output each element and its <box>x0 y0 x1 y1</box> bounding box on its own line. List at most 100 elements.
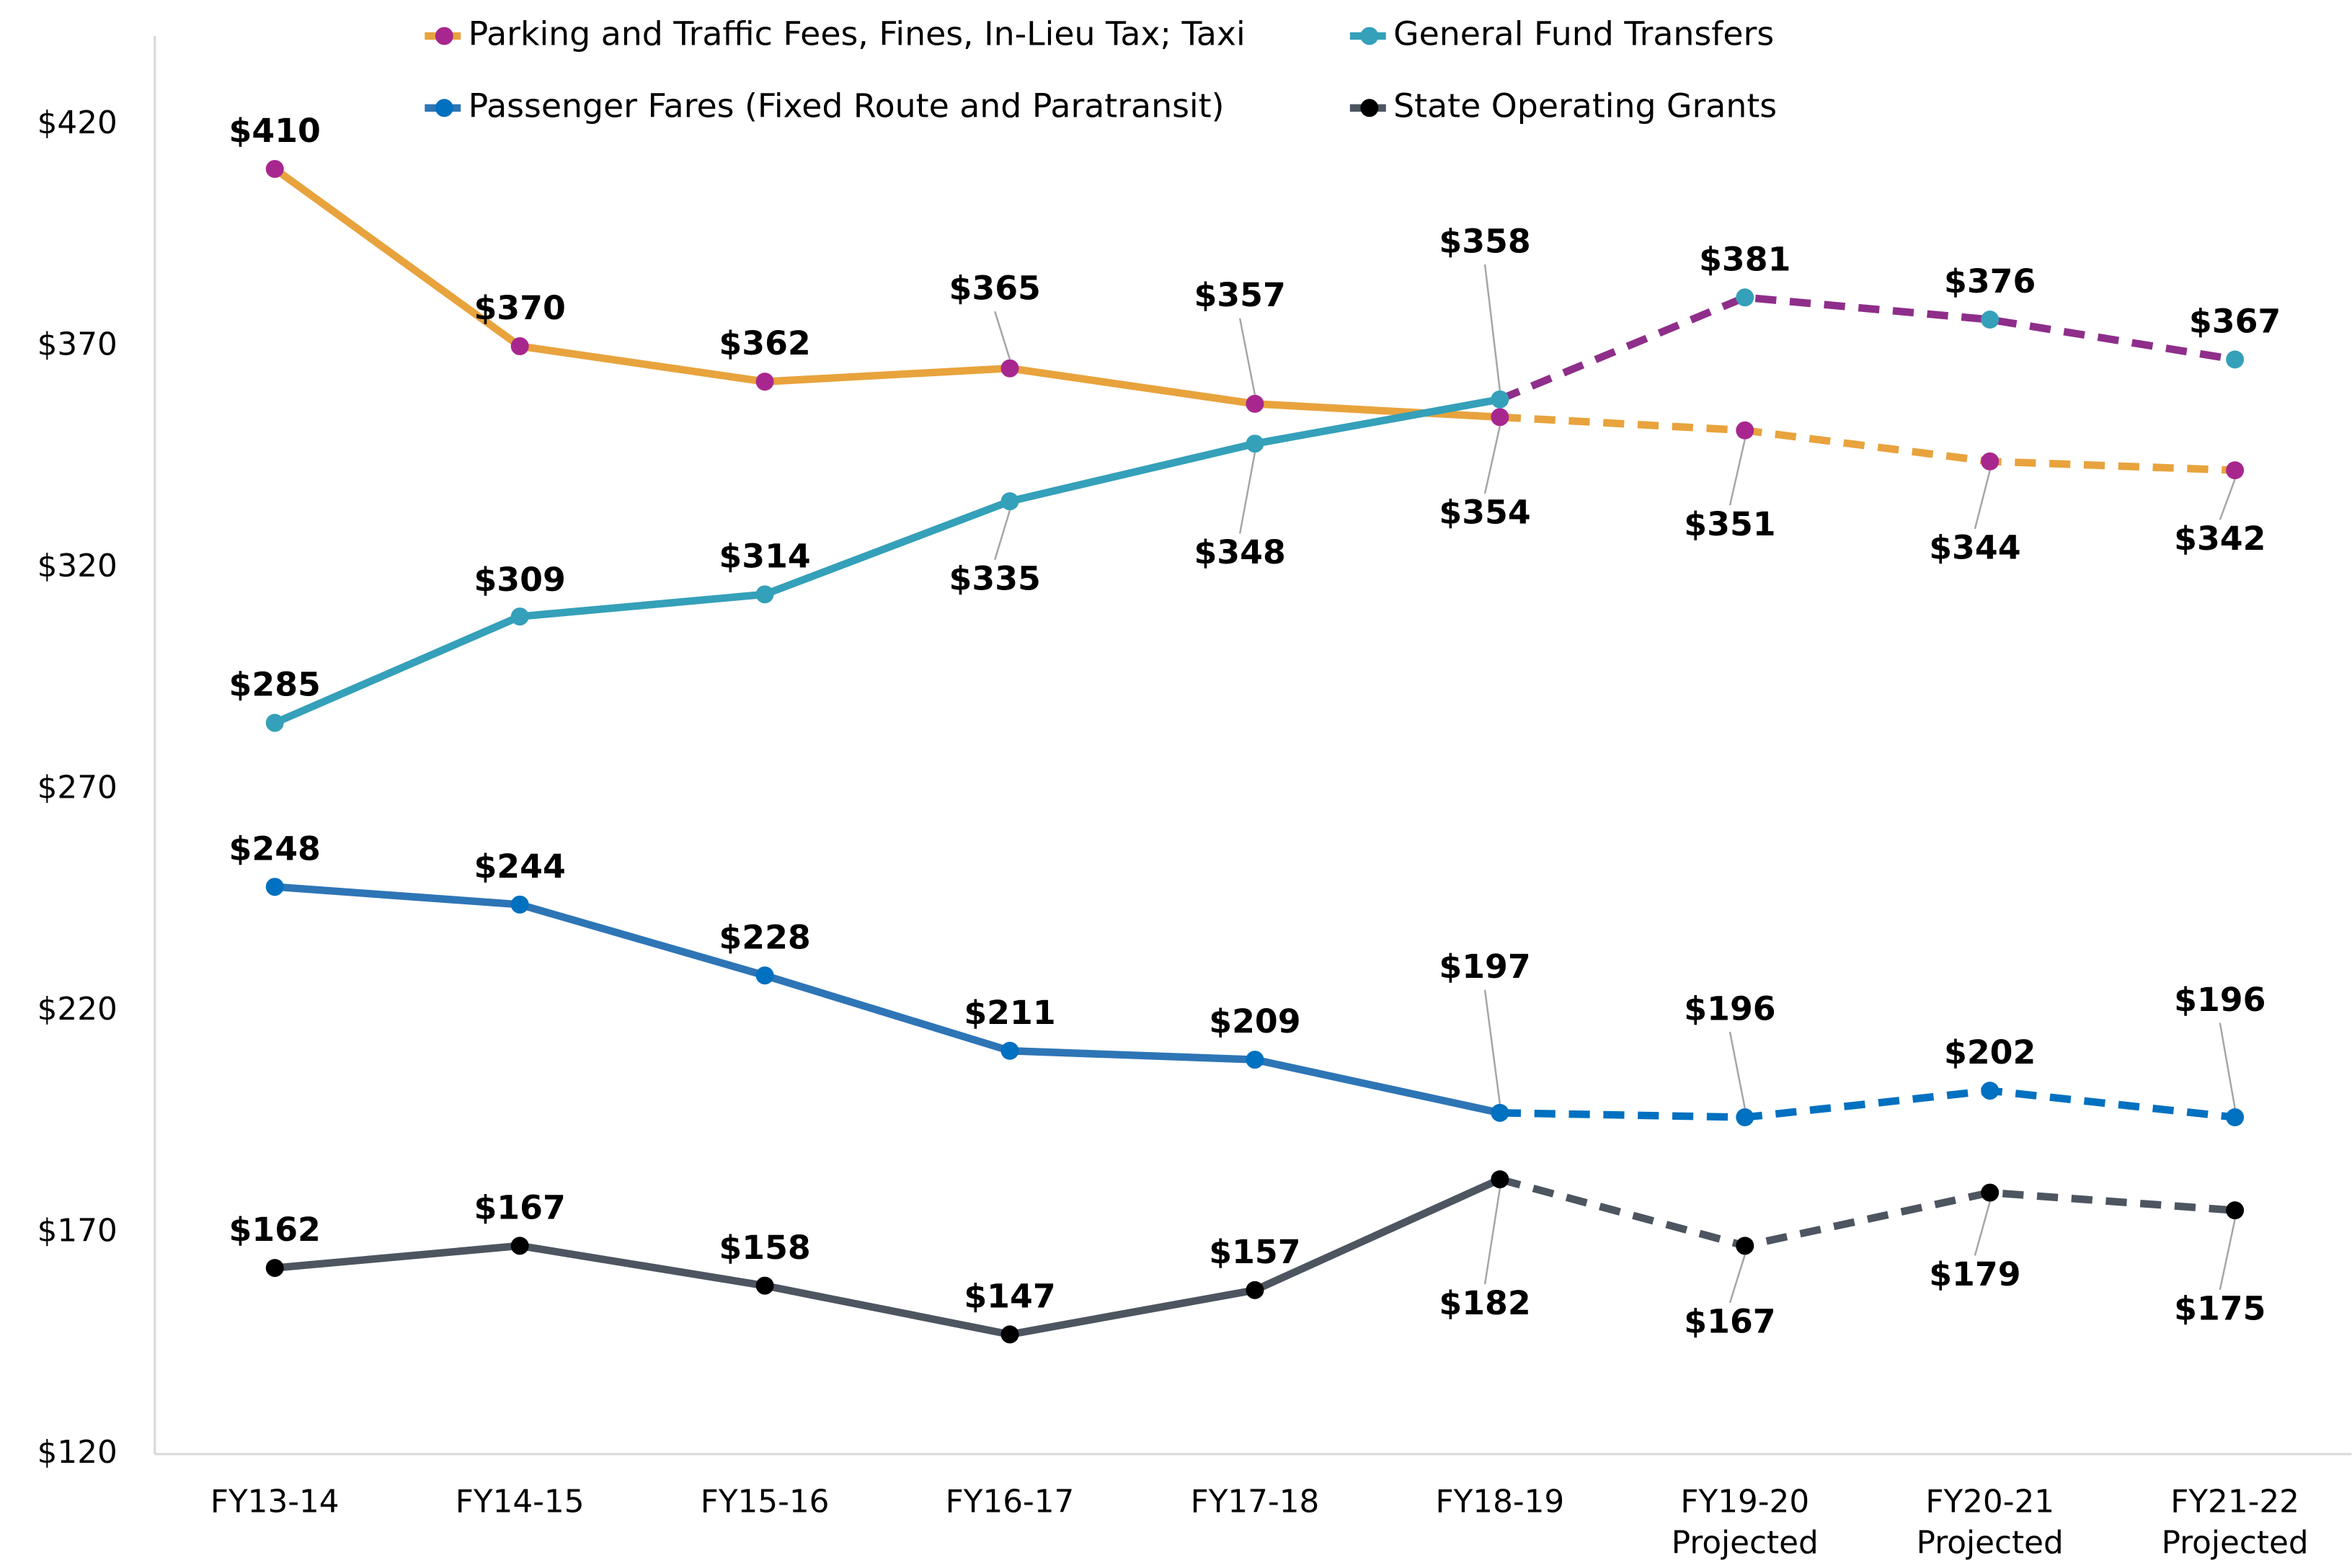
data-label: $182 <box>1439 1284 1530 1322</box>
point <box>1000 492 1019 511</box>
point <box>1981 452 2000 471</box>
point <box>510 1237 529 1255</box>
data-label: $335 <box>949 559 1041 597</box>
leader-line <box>1729 439 1746 506</box>
series-line <box>273 396 1501 726</box>
point <box>1736 1237 1754 1255</box>
data-label: $285 <box>229 666 321 704</box>
point <box>1246 435 1264 453</box>
point <box>1736 1108 1754 1126</box>
leader-line <box>2219 478 2236 520</box>
point <box>2226 1108 2245 1126</box>
y-tick-label: $220 <box>37 991 117 1028</box>
data-label: $309 <box>474 561 565 599</box>
series-line <box>274 883 1501 1117</box>
y-tick-label: $270 <box>37 769 117 806</box>
data-label: $357 <box>1194 276 1285 314</box>
leader-line <box>2219 1219 2236 1291</box>
data-label: $202 <box>1944 1033 2036 1072</box>
legend-marker <box>1360 27 1379 45</box>
legend-label: Parking and Traffic Fees, Fines, In-Lieu… <box>469 14 1246 53</box>
y-tick-label: $120 <box>37 1434 117 1471</box>
x-tick-label: FY14-15 <box>456 1484 585 1520</box>
x-tick-label: FY19-20 Projected <box>1672 1484 1819 1562</box>
point <box>1981 1082 2000 1100</box>
point <box>265 713 284 732</box>
point <box>2226 350 2245 369</box>
leader-line <box>1974 1201 1991 1256</box>
leader-line <box>1729 1031 1746 1109</box>
point <box>1246 1051 1264 1069</box>
data-label: $381 <box>1699 240 1790 278</box>
series-line <box>1499 1087 2236 1121</box>
point <box>755 373 774 391</box>
y-tick-label: $420 <box>37 104 117 141</box>
point <box>1000 1041 1019 1060</box>
data-label: $158 <box>719 1229 810 1267</box>
leader-line <box>1483 426 1501 494</box>
data-label: $370 <box>474 289 565 327</box>
y-tick-label: $170 <box>37 1212 117 1249</box>
x-tick-label: FY13-14 <box>210 1484 340 1520</box>
data-label: $314 <box>719 537 810 575</box>
leader-line <box>1483 989 1501 1105</box>
data-label: $167 <box>474 1188 565 1226</box>
point <box>265 878 284 896</box>
point <box>755 966 774 985</box>
leader-line <box>1238 452 1256 534</box>
x-tick-label: FY21-22 Projected <box>2162 1484 2309 1562</box>
data-label: $162 <box>229 1211 321 1249</box>
point <box>510 337 529 355</box>
data-label: $196 <box>2174 981 2266 1019</box>
data-label: $248 <box>229 829 321 868</box>
x-tick-label: FY20-21 Projected <box>1917 1484 2064 1562</box>
data-label: $211 <box>964 994 1055 1032</box>
data-label: $197 <box>1439 948 1530 986</box>
series-line <box>272 166 1501 422</box>
point <box>265 159 284 178</box>
point <box>1000 1325 1019 1344</box>
data-label: $228 <box>719 918 810 956</box>
data-label: $342 <box>2174 520 2266 558</box>
series-line <box>1499 1175 2235 1250</box>
data-label: $179 <box>1929 1255 2020 1293</box>
legend-marker <box>1360 99 1379 117</box>
data-label: $244 <box>474 847 565 886</box>
point <box>755 585 774 604</box>
point <box>265 1259 284 1278</box>
point <box>1491 1170 1509 1189</box>
point <box>2226 461 2245 480</box>
legend-label: Passenger Fares (Fixed Route and Paratra… <box>469 86 1225 125</box>
point <box>1246 394 1264 413</box>
data-label: $344 <box>1929 529 2020 567</box>
data-label: $362 <box>719 324 810 362</box>
data-label: $157 <box>1209 1233 1300 1271</box>
data-label: $348 <box>1194 533 1285 571</box>
leader-line <box>1483 1188 1501 1285</box>
leader-line <box>2219 1023 2236 1109</box>
data-label: $196 <box>1684 989 1775 1028</box>
series-line <box>1499 413 2235 474</box>
leader-line <box>1483 264 1501 391</box>
data-label: $354 <box>1439 494 1530 532</box>
point <box>1491 408 1509 427</box>
legend-marker <box>435 99 453 117</box>
legend-label: General Fund Transfers <box>1393 14 1774 53</box>
leader-line <box>1729 1254 1746 1304</box>
point <box>1491 390 1509 409</box>
data-label: $209 <box>1209 1002 1300 1041</box>
point <box>1246 1280 1264 1299</box>
x-tick-label: FY16-17 <box>946 1484 1075 1520</box>
data-label: $410 <box>229 112 321 150</box>
data-label: $147 <box>964 1277 1055 1315</box>
point <box>2226 1201 2245 1220</box>
x-tick-label: FY17-18 <box>1191 1484 1320 1520</box>
data-label: $351 <box>1684 505 1775 543</box>
y-tick-label: $320 <box>37 548 117 584</box>
point <box>510 607 529 626</box>
leader-line <box>994 311 1011 360</box>
x-tick-label: FY18-19 <box>1435 1484 1564 1520</box>
point <box>755 1276 774 1295</box>
point <box>510 895 529 914</box>
